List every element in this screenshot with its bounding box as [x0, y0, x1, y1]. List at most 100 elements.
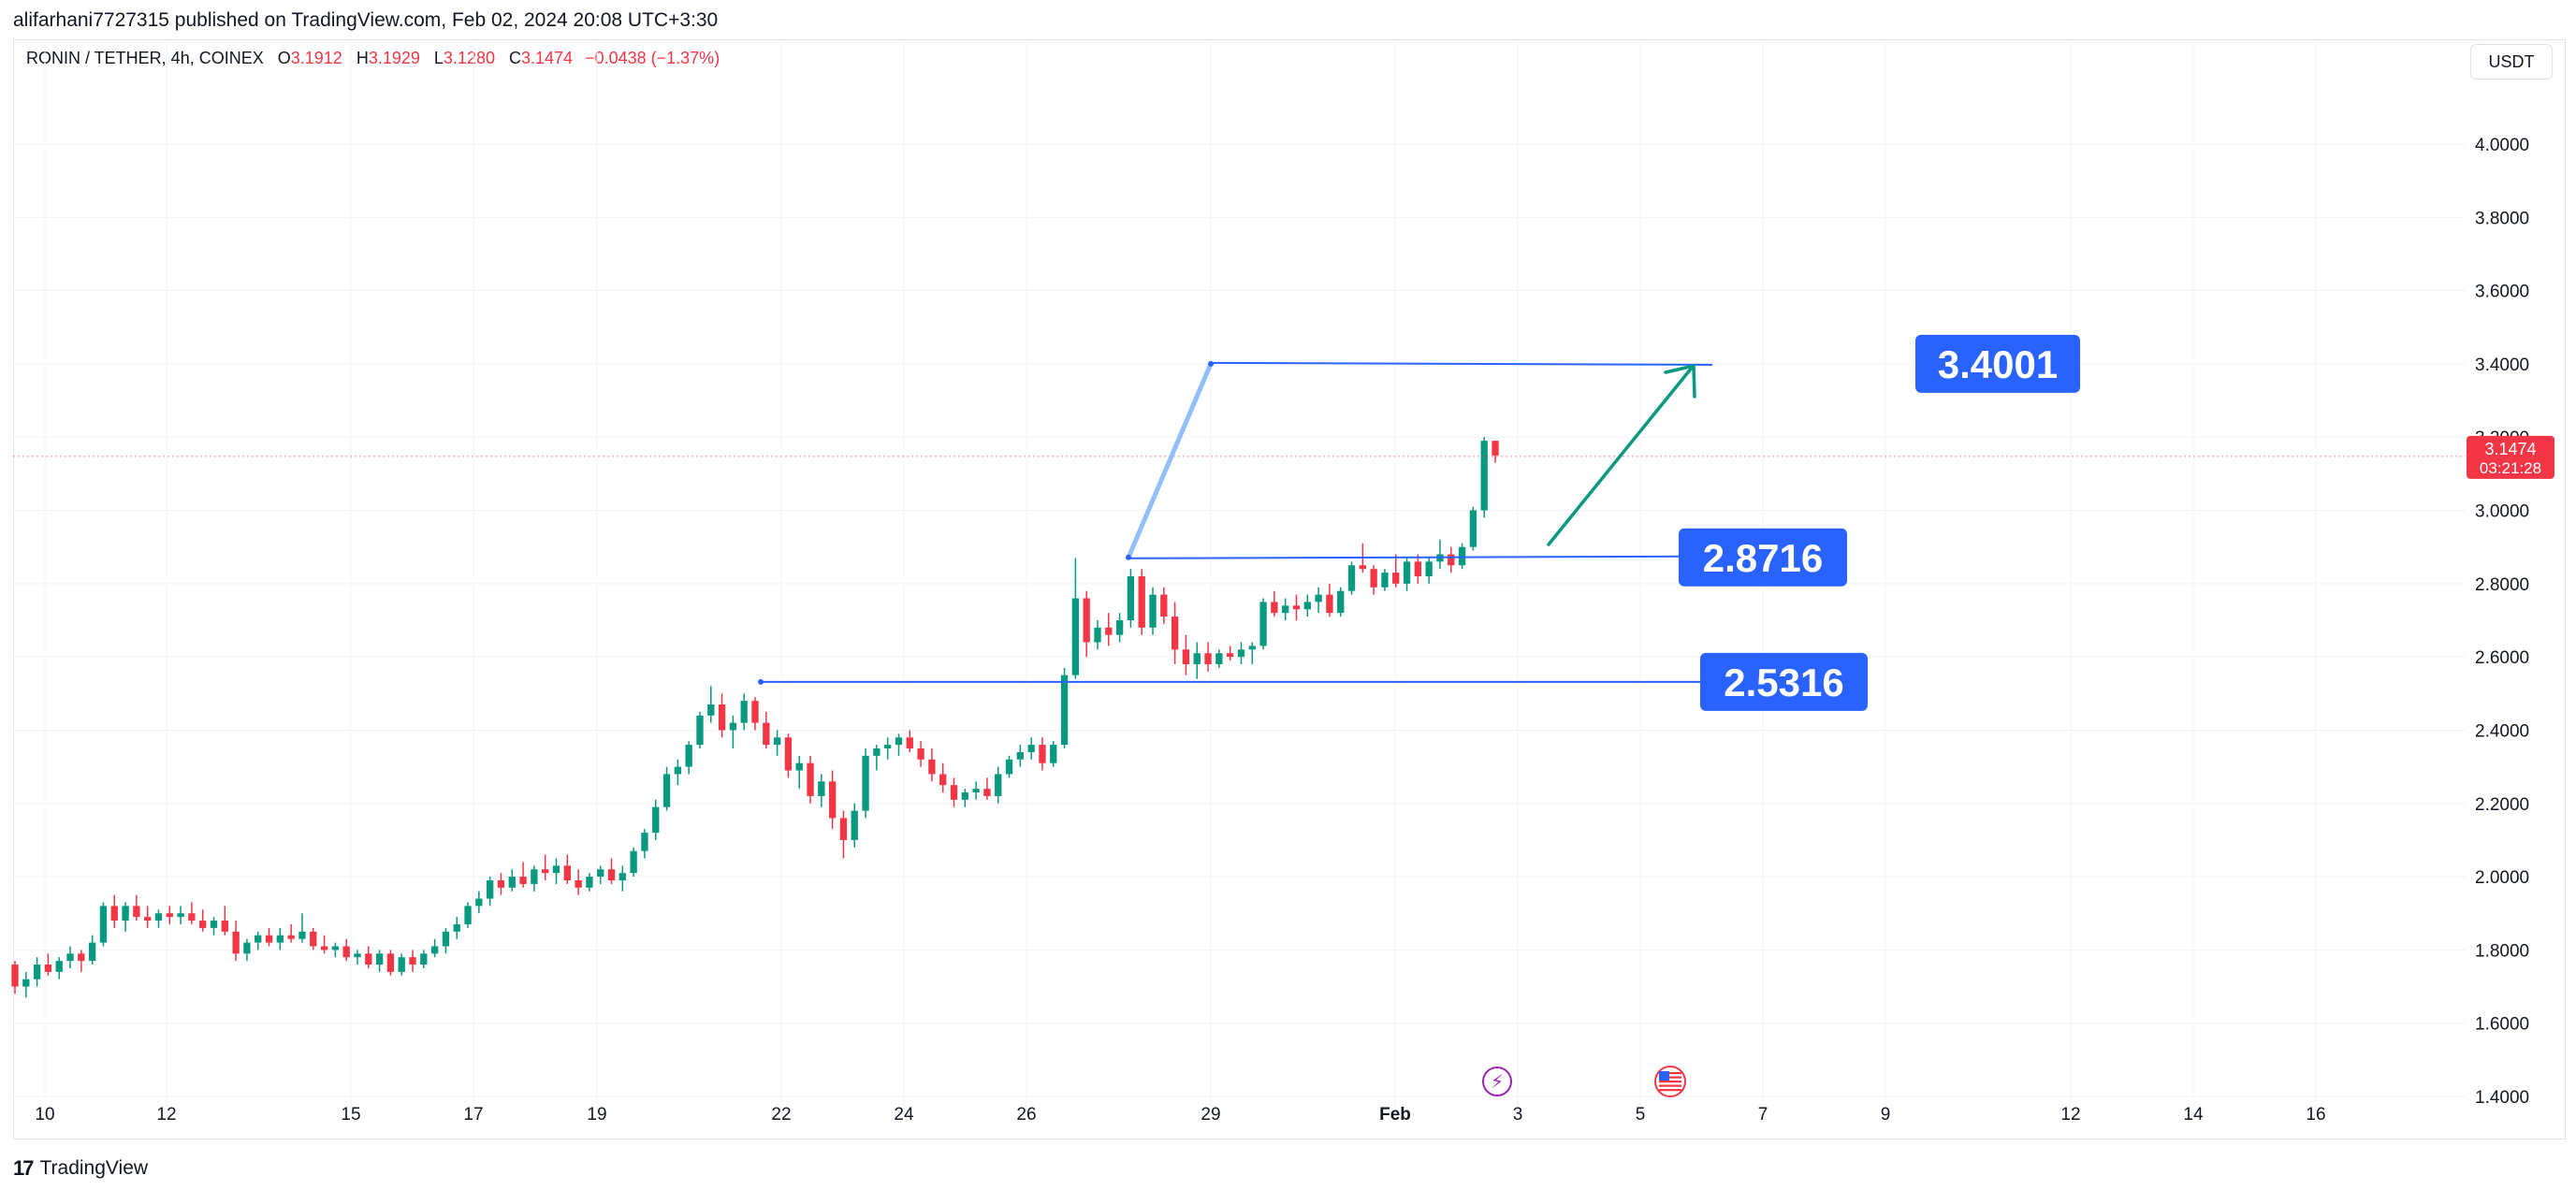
candle-body[interactable]	[542, 869, 549, 874]
candle-body[interactable]	[22, 979, 30, 987]
candle-body[interactable]	[1060, 675, 1069, 746]
candle-body[interactable]	[1337, 590, 1345, 614]
candle-body[interactable]	[818, 781, 825, 796]
candle-body[interactable]	[1492, 441, 1499, 456]
candle-body[interactable]	[784, 737, 793, 771]
candle-body[interactable]	[508, 877, 516, 888]
candle-body[interactable]	[1425, 561, 1433, 577]
candle-body[interactable]	[255, 935, 262, 943]
candle-body[interactable]	[1237, 649, 1245, 658]
candle-body[interactable]	[674, 766, 682, 775]
anchor-point[interactable]	[758, 678, 764, 685]
candle-body[interactable]	[685, 745, 692, 767]
candle-body[interactable]	[78, 953, 85, 962]
candle-body[interactable]	[409, 957, 416, 965]
candle-body[interactable]	[807, 762, 814, 796]
candle-body[interactable]	[917, 748, 924, 760]
candle-body[interactable]	[995, 774, 1002, 796]
candle-body[interactable]	[884, 745, 892, 749]
projection-leg[interactable]	[1126, 362, 1214, 559]
candle-body[interactable]	[398, 957, 405, 972]
candle-body[interactable]	[718, 704, 726, 731]
candle-body[interactable]	[751, 701, 759, 723]
candle-body[interactable]	[265, 935, 273, 943]
candle-body[interactable]	[442, 931, 450, 947]
level-label-box[interactable]	[1679, 528, 1847, 587]
level-label-box[interactable]	[1700, 652, 1868, 711]
candle-body[interactable]	[342, 946, 350, 958]
candle-body[interactable]	[950, 785, 958, 800]
candle-body[interactable]	[1326, 594, 1333, 614]
candle-body[interactable]	[464, 906, 472, 924]
candle-body[interactable]	[519, 877, 527, 884]
currency-button[interactable]: USDT	[2470, 44, 2553, 80]
candle-body[interactable]	[607, 869, 616, 880]
candle-body[interactable]	[210, 921, 218, 928]
candle-body[interactable]	[707, 704, 715, 716]
anchor-point[interactable]	[1126, 554, 1131, 560]
candle-body[interactable]	[906, 737, 913, 749]
candle-body[interactable]	[430, 946, 439, 954]
candle-body[interactable]	[1370, 569, 1377, 588]
level-line-2-8716[interactable]	[1128, 555, 1681, 559]
candle-body[interactable]	[497, 879, 505, 888]
candle-body[interactable]	[188, 913, 196, 922]
candle-body[interactable]	[895, 737, 903, 746]
candle-body[interactable]	[199, 921, 207, 928]
candle-body[interactable]	[1115, 620, 1124, 635]
candle-body[interactable]	[696, 715, 704, 746]
candle-body[interactable]	[354, 953, 361, 958]
candle-body[interactable]	[828, 781, 837, 819]
candle-body[interactable]	[1127, 576, 1135, 620]
candle-body[interactable]	[961, 792, 968, 800]
candle-body[interactable]	[276, 935, 284, 943]
candle-body[interactable]	[1469, 510, 1477, 547]
candle-body[interactable]	[575, 879, 582, 888]
brand-name[interactable]: TradingView	[39, 1157, 149, 1179]
candle-body[interactable]	[1292, 605, 1301, 610]
candle-body[interactable]	[1381, 573, 1389, 588]
candle-body[interactable]	[177, 913, 184, 918]
candle-body[interactable]	[1315, 594, 1322, 602]
candle-body[interactable]	[365, 953, 372, 965]
candle-body[interactable]	[55, 961, 63, 972]
candle-body[interactable]	[1215, 653, 1223, 664]
candle-body[interactable]	[1226, 653, 1234, 658]
candle-body[interactable]	[662, 774, 671, 807]
candle-body[interactable]	[1171, 617, 1179, 650]
candle-body[interactable]	[122, 906, 129, 922]
candle-body[interactable]	[1448, 554, 1455, 566]
candle-body[interactable]	[795, 762, 803, 771]
candle-body[interactable]	[486, 879, 494, 899]
candle-body[interactable]	[298, 931, 306, 939]
candle-body[interactable]	[1105, 627, 1113, 635]
candle-body[interactable]	[310, 931, 317, 947]
candle-body[interactable]	[1392, 573, 1400, 584]
candle-body[interactable]	[1303, 602, 1311, 610]
candle-body[interactable]	[552, 865, 560, 874]
candle-body[interactable]	[221, 921, 228, 932]
candle-body[interactable]	[1138, 576, 1145, 628]
candle-body[interactable]	[773, 737, 781, 746]
level-label-box[interactable]	[1915, 334, 2080, 393]
candle-body[interactable]	[44, 965, 52, 972]
candle-body[interactable]	[1039, 745, 1046, 763]
candle-body[interactable]	[1149, 594, 1157, 628]
candle-body[interactable]	[1204, 653, 1212, 664]
candle-body[interactable]	[851, 810, 858, 840]
candle-body[interactable]	[862, 755, 869, 811]
candle-body[interactable]	[586, 877, 593, 888]
candle-body[interactable]	[110, 906, 118, 922]
candle-body[interactable]	[1071, 598, 1080, 675]
candle-body[interactable]	[1282, 605, 1289, 614]
candle-body[interactable]	[928, 759, 936, 775]
candle-body[interactable]	[839, 818, 848, 840]
candle-body[interactable]	[531, 869, 538, 884]
symbol-name[interactable]: RONIN / TETHER, 4h, COINEX	[26, 49, 264, 67]
candle-body[interactable]	[1414, 561, 1422, 577]
candle-body[interactable]	[1248, 646, 1256, 650]
candle-body[interactable]	[630, 850, 637, 874]
candle-body[interactable]	[1050, 745, 1057, 763]
candle-body[interactable]	[1480, 441, 1488, 511]
